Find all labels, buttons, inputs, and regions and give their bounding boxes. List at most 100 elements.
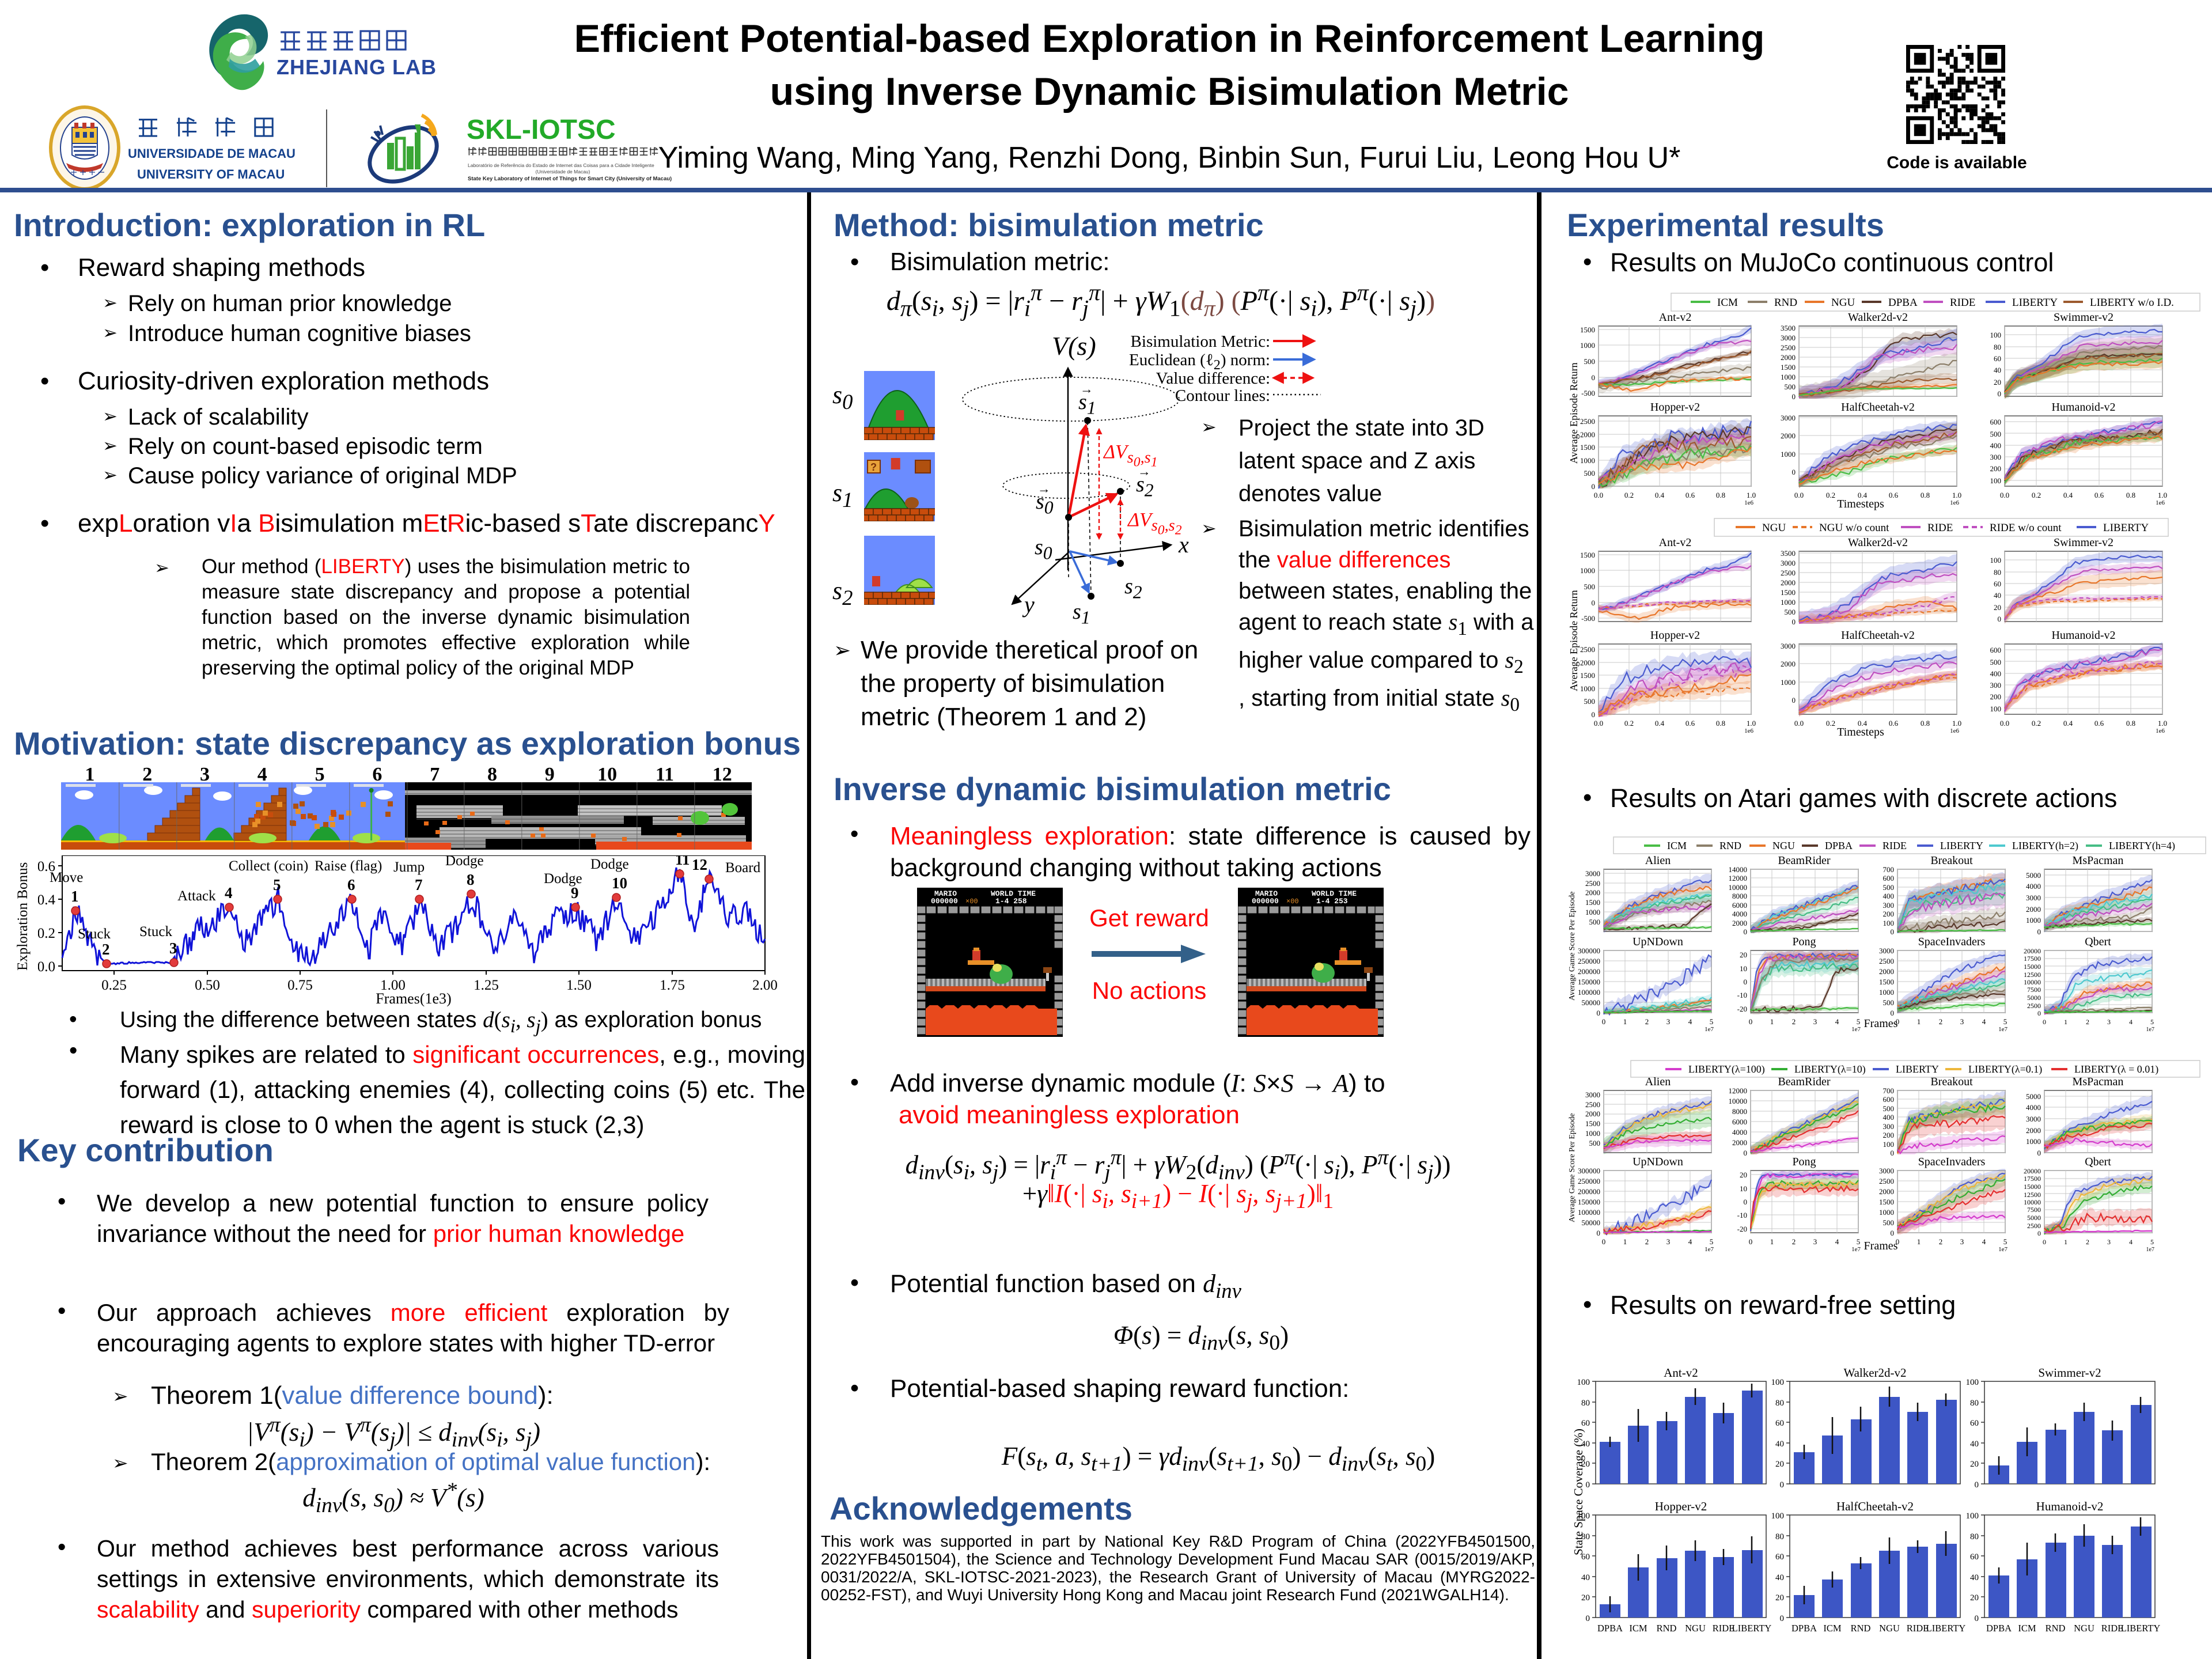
- svg-text:Collect (coin): Collect (coin): [229, 858, 308, 874]
- svg-text:60: 60: [1775, 1552, 1784, 1562]
- svg-text:300: 300: [1990, 681, 2002, 690]
- svg-text:BeamRider: BeamRider: [1778, 854, 1830, 867]
- svg-text:3500: 3500: [1781, 324, 1796, 332]
- svg-text:2000: 2000: [1879, 967, 1894, 976]
- svg-text:5: 5: [1710, 1237, 1714, 1246]
- svg-text:NGU: NGU: [2074, 1623, 2094, 1634]
- svg-text:1500: 1500: [1580, 443, 1595, 452]
- svg-text:3000: 3000: [1585, 1090, 1600, 1099]
- svg-text:1: 1: [1770, 1237, 1774, 1246]
- svg-text:NGU: NGU: [1772, 840, 1795, 851]
- svg-text:LIBERTY: LIBERTY: [1896, 1063, 1939, 1075]
- svg-text:12500: 12500: [2024, 971, 2041, 979]
- svg-text:8: 8: [467, 871, 475, 888]
- svg-text:DPBA: DPBA: [1986, 1623, 2012, 1634]
- svg-text:15000: 15000: [2024, 1183, 2041, 1191]
- svg-text:1.25: 1.25: [474, 978, 499, 993]
- svg-text:100000: 100000: [1578, 988, 1600, 997]
- svg-text:RIDE: RIDE: [1907, 1623, 1929, 1634]
- svg-text:Stuck: Stuck: [139, 924, 172, 940]
- svg-text:40: 40: [1581, 1573, 1590, 1582]
- svg-text:0: 0: [1891, 1229, 1895, 1237]
- svg-text:1000: 1000: [1781, 678, 1796, 687]
- svg-text:RIDE: RIDE: [2101, 1623, 2124, 1634]
- svg-text:6: 6: [347, 876, 355, 893]
- svg-text:2.00: 2.00: [752, 978, 778, 993]
- svg-text:1500: 1500: [1580, 551, 1595, 559]
- svg-text:500: 500: [1584, 582, 1596, 591]
- svg-text:0: 0: [1896, 1237, 1900, 1246]
- svg-text:Alien: Alien: [1645, 1075, 1671, 1088]
- svg-text:NGU: NGU: [1762, 522, 1786, 534]
- svg-text:LIBERTY(λ = 0.01): LIBERTY(λ = 0.01): [2074, 1063, 2158, 1075]
- svg-text:0.2: 0.2: [2032, 491, 2041, 499]
- svg-text:2000: 2000: [1781, 353, 1796, 362]
- svg-text:HalfCheetah-v2: HalfCheetah-v2: [1836, 1499, 1914, 1513]
- svg-text:0: 0: [1592, 482, 1596, 491]
- svg-text:4: 4: [225, 884, 233, 902]
- svg-text:0: 0: [2037, 1229, 2041, 1237]
- svg-text:200: 200: [1990, 464, 2002, 473]
- svg-text:1500: 1500: [1585, 1119, 1600, 1128]
- svg-text:NGU: NGU: [1831, 297, 1855, 309]
- svg-text:Qbert: Qbert: [2085, 935, 2111, 948]
- svg-text:Ant-v2: Ant-v2: [1659, 536, 1692, 549]
- svg-text:20: 20: [1970, 1593, 1979, 1603]
- svg-text:0: 0: [1792, 392, 1796, 401]
- svg-text:HalfCheetah-v2: HalfCheetah-v2: [1841, 401, 1915, 414]
- svg-text:100: 100: [1771, 1512, 1785, 1521]
- svg-text:2000: 2000: [1585, 1109, 1600, 1118]
- svg-text:600: 600: [1990, 418, 2002, 426]
- svg-text:1500: 1500: [1879, 1198, 1894, 1206]
- svg-text:-20: -20: [1737, 1005, 1747, 1013]
- svg-text:1000: 1000: [1879, 988, 1894, 997]
- svg-text:4: 4: [1982, 1237, 1986, 1246]
- svg-text:0.6: 0.6: [1889, 491, 1899, 499]
- svg-text:100000: 100000: [1578, 1208, 1600, 1217]
- svg-text:400: 400: [1883, 1113, 1895, 1122]
- svg-text:1000: 1000: [1580, 684, 1595, 693]
- svg-text:2000: 2000: [2026, 1126, 2041, 1135]
- svg-text:0: 0: [1592, 710, 1596, 719]
- svg-text:100: 100: [1990, 331, 2002, 339]
- svg-text:000000: 000000: [1252, 897, 1279, 906]
- svg-text:WORLD TIME: WORLD TIME: [1312, 889, 1357, 898]
- svg-text:0: 0: [2037, 927, 2041, 936]
- svg-text:20: 20: [1994, 603, 2001, 612]
- svg-text:LIBERTY(λ=100): LIBERTY(λ=100): [1688, 1063, 1765, 1075]
- svg-text:4: 4: [1835, 1237, 1839, 1246]
- svg-text:0.4: 0.4: [1655, 719, 1665, 728]
- svg-text:0.8: 0.8: [1921, 491, 1930, 499]
- svg-text:ICM: ICM: [2018, 1623, 2036, 1634]
- svg-text:2: 2: [1939, 1017, 1943, 1026]
- svg-text:Swimmer-v2: Swimmer-v2: [2054, 536, 2113, 549]
- svg-text:-10: -10: [1737, 991, 1747, 999]
- svg-text:4: 4: [2129, 1238, 2133, 1246]
- svg-text:MARIO: MARIO: [934, 889, 957, 898]
- svg-text:40: 40: [1970, 1440, 1979, 1449]
- svg-text:2500: 2500: [1580, 417, 1595, 426]
- svg-text:1e7: 1e7: [1998, 1026, 2008, 1033]
- svg-text:0: 0: [2043, 1018, 2046, 1026]
- svg-text:10000: 10000: [1729, 1097, 1748, 1105]
- svg-text:1500: 1500: [1580, 325, 1595, 334]
- svg-text:1000: 1000: [1580, 341, 1595, 350]
- svg-text:0: 0: [1780, 1480, 1785, 1490]
- svg-text:0.0: 0.0: [1594, 491, 1603, 499]
- svg-text:10: 10: [1740, 1184, 1747, 1193]
- svg-text:3500: 3500: [1781, 549, 1796, 558]
- svg-text:UpNDown: UpNDown: [1633, 1156, 1683, 1168]
- svg-text:500: 500: [1584, 357, 1596, 366]
- svg-text:500: 500: [1785, 608, 1796, 616]
- svg-text:2: 2: [102, 941, 110, 958]
- svg-text:14000: 14000: [1729, 865, 1748, 874]
- svg-text:DPBA: DPBA: [1791, 1623, 1817, 1634]
- svg-text:ICM: ICM: [1629, 1623, 1647, 1634]
- svg-text:100: 100: [1966, 1378, 1979, 1387]
- svg-text:1.0: 1.0: [1952, 719, 1961, 728]
- svg-text:Attack: Attack: [177, 888, 216, 904]
- svg-text:-500: -500: [1581, 614, 1595, 623]
- svg-text:60: 60: [1581, 1552, 1590, 1562]
- svg-text:4000: 4000: [2026, 1103, 2041, 1112]
- svg-text:1000: 1000: [1580, 456, 1595, 465]
